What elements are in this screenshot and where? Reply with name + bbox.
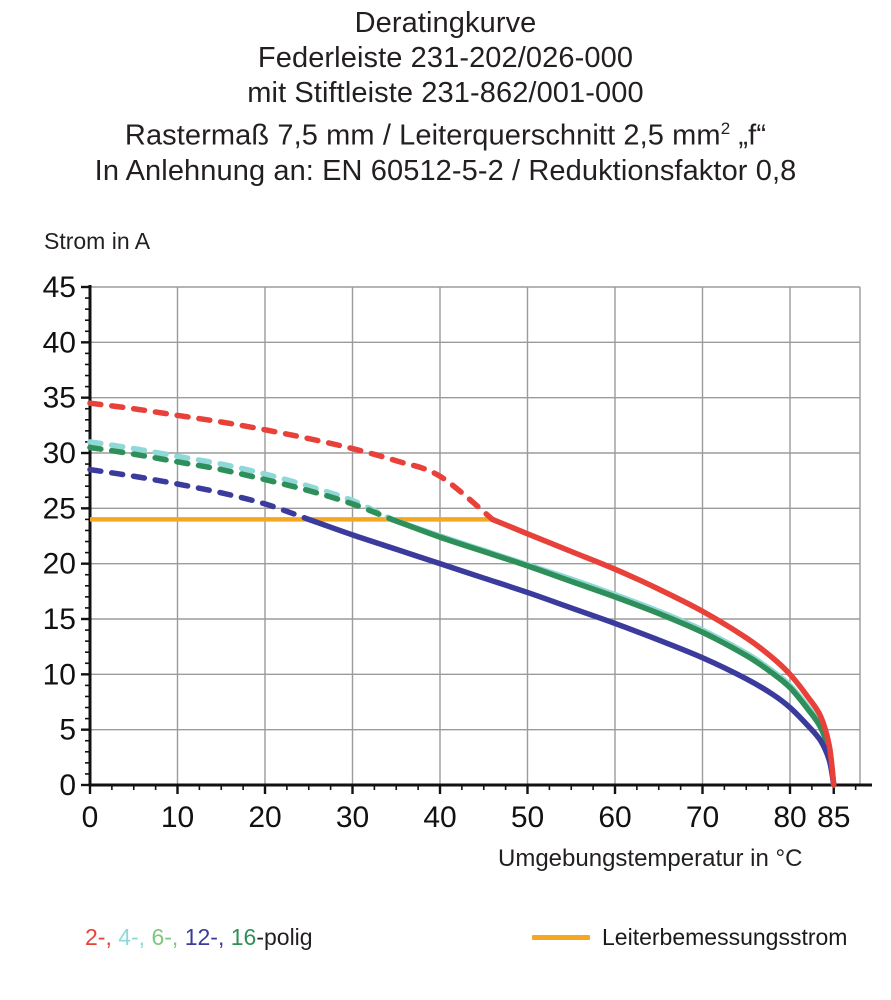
x-tick-label: 20	[248, 801, 281, 834]
x-tick-label: 30	[336, 801, 369, 834]
y-tick-label: 30	[43, 437, 76, 470]
legend-pole-4: 4-,	[118, 924, 152, 950]
series-dashed-segment	[87, 444, 395, 523]
title-line-3: mit Stiftleiste 231-862/001-000	[247, 77, 644, 109]
legend-pole-6: 6-,	[151, 924, 185, 950]
title-line-1: Deratingkurve	[354, 7, 537, 39]
legend-poles: 2-, 4-, 6-, 12-, 16-polig	[85, 924, 313, 951]
x-tick-label: 85	[817, 801, 850, 834]
title-line-4: Rastermaß 7,5 mm / Leiterquerschnitt 2,5…	[0, 111, 891, 154]
series-solid-segment	[389, 516, 837, 788]
y-tick-label: 40	[43, 326, 76, 359]
y-tick-label: 10	[43, 658, 76, 691]
title-line-4-main: Rastermaß 7,5 mm / Leiterquerschnitt 2,5…	[124, 119, 721, 152]
derating-plot: 0 5 10 15 20 25 30 35 40 45 0 10 20 30 40 50 60 70 80 85	[43, 271, 872, 834]
y-tick-label: 15	[43, 603, 76, 636]
series-dashed-segment	[87, 466, 312, 523]
y-tick-label: 25	[43, 492, 76, 525]
chart-legend: 2-, 4-, 6-, 12-, 16-polig Leiterbemessun…	[0, 918, 891, 978]
x-tick-label: 80	[773, 801, 806, 834]
x-tick-label: 10	[161, 801, 194, 834]
series-dashed-segment	[87, 400, 496, 523]
x-tick-label: 40	[423, 801, 456, 834]
plot-background	[90, 287, 860, 785]
x-axis-label: Umgebungstemperatur in °C	[498, 845, 803, 872]
x-tick-label: 60	[598, 801, 631, 834]
legend-pole-16: 16	[230, 924, 257, 950]
legend-pole-12: 12-,	[184, 924, 231, 950]
title-line-5: In Anlehnung an: EN 60512-5-2 / Reduktio…	[94, 154, 797, 187]
rated-current-color-swatch	[532, 935, 590, 940]
x-tick-label: 0	[82, 801, 99, 834]
series-solid-segment	[489, 516, 837, 788]
y-tick-label: 35	[43, 382, 76, 415]
chart-area: Strom in A Umgebungstemperatur in °C 0 5 1…	[0, 228, 891, 872]
series-solid-segment	[306, 516, 837, 788]
title-line-4-superscript: 2	[720, 119, 731, 138]
legend-rated-current: Leiterbemessungsstrom	[532, 924, 847, 951]
title-line-2: Federleiste 231-202/026-000	[257, 42, 634, 74]
series-2-polig	[87, 400, 837, 788]
y-tick-label: 0	[59, 769, 76, 802]
x-tick-label: 70	[686, 801, 719, 834]
legend-pole-2: 2-,	[85, 924, 119, 950]
x-tick-label: 50	[511, 801, 544, 834]
series-16-polig	[87, 444, 837, 788]
rated-current-label: Leiterbemessungsstrom	[602, 924, 848, 950]
legend-poles-suffix: -polig	[256, 924, 313, 950]
chart-title-block: Deratingkurve Federleiste 231-202/026-00…	[0, 0, 891, 189]
y-tick-label: 45	[43, 271, 76, 304]
y-tick-label: 20	[43, 548, 76, 581]
series-12-polig	[87, 466, 837, 788]
y-axis-label: Strom in A	[44, 228, 151, 254]
series-dashed-segment	[87, 439, 395, 523]
title-line-4-tail: „f“	[730, 119, 767, 152]
y-tick-label: 5	[59, 714, 76, 747]
